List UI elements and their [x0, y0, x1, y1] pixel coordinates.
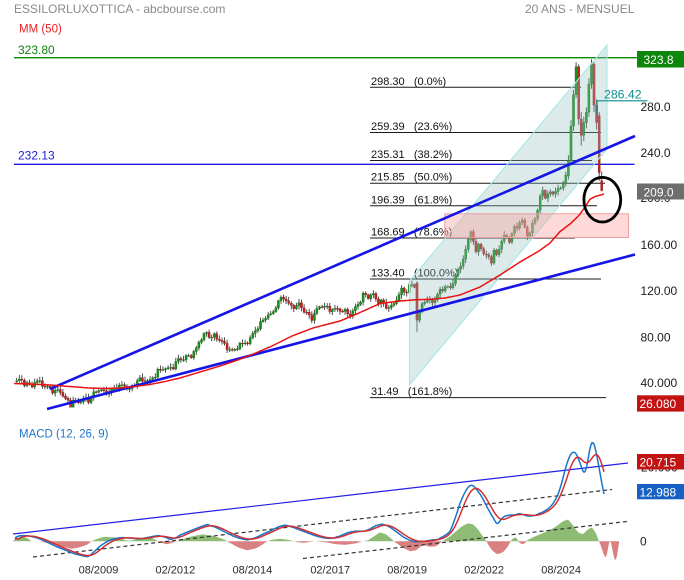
svg-text:26.080: 26.080 [640, 397, 677, 411]
svg-text:323.8: 323.8 [644, 53, 674, 67]
svg-text:08/2019: 08/2019 [387, 565, 427, 577]
svg-text:31.49 (161.8%): 31.49 (161.8%) [371, 386, 452, 398]
svg-text:12.988: 12.988 [640, 485, 677, 499]
svg-text:215.85 (50.0%): 215.85 (50.0%) [371, 172, 452, 184]
svg-text:20.715: 20.715 [640, 455, 677, 469]
svg-text:298.30 (0.0%): 298.30 (0.0%) [371, 76, 446, 88]
svg-text:120.00: 120.00 [641, 284, 678, 298]
svg-text:02/2017: 02/2017 [310, 565, 350, 577]
svg-text:02/2022: 02/2022 [464, 565, 504, 577]
svg-text:235.31 (38.2%): 235.31 (38.2%) [371, 149, 452, 161]
svg-text:160.00: 160.00 [641, 238, 678, 252]
svg-text:08/2014: 08/2014 [233, 565, 273, 577]
svg-text:MM (50): MM (50) [19, 24, 62, 36]
svg-text:08/2024: 08/2024 [541, 565, 581, 577]
svg-text:133.40 (100.0%): 133.40 (100.0%) [371, 268, 458, 280]
svg-text:MACD (12, 26, 9): MACD (12, 26, 9) [19, 429, 109, 441]
svg-text:08/2009: 08/2009 [79, 565, 119, 577]
svg-text:80.00: 80.00 [641, 330, 671, 344]
svg-text:232.13: 232.13 [18, 149, 55, 163]
svg-text:240.0: 240.0 [641, 146, 671, 160]
svg-text:259.39 (23.6%): 259.39 (23.6%) [371, 121, 452, 133]
svg-text:ESSILORLUXOTTICA - abcbourse.c: ESSILORLUXOTTICA - abcbourse.com [14, 2, 225, 16]
svg-text:02/2012: 02/2012 [156, 565, 196, 577]
svg-text:20 ANS - MENSUEL: 20 ANS - MENSUEL [525, 2, 635, 16]
svg-text:0: 0 [640, 535, 647, 549]
svg-text:323.80: 323.80 [18, 43, 55, 57]
svg-text:40.000: 40.000 [641, 376, 678, 390]
svg-text:196.39 (61.8%): 196.39 (61.8%) [371, 194, 452, 206]
svg-text:209.0: 209.0 [644, 185, 674, 199]
svg-text:280.0: 280.0 [641, 100, 671, 114]
svg-text:286.42: 286.42 [604, 87, 642, 101]
